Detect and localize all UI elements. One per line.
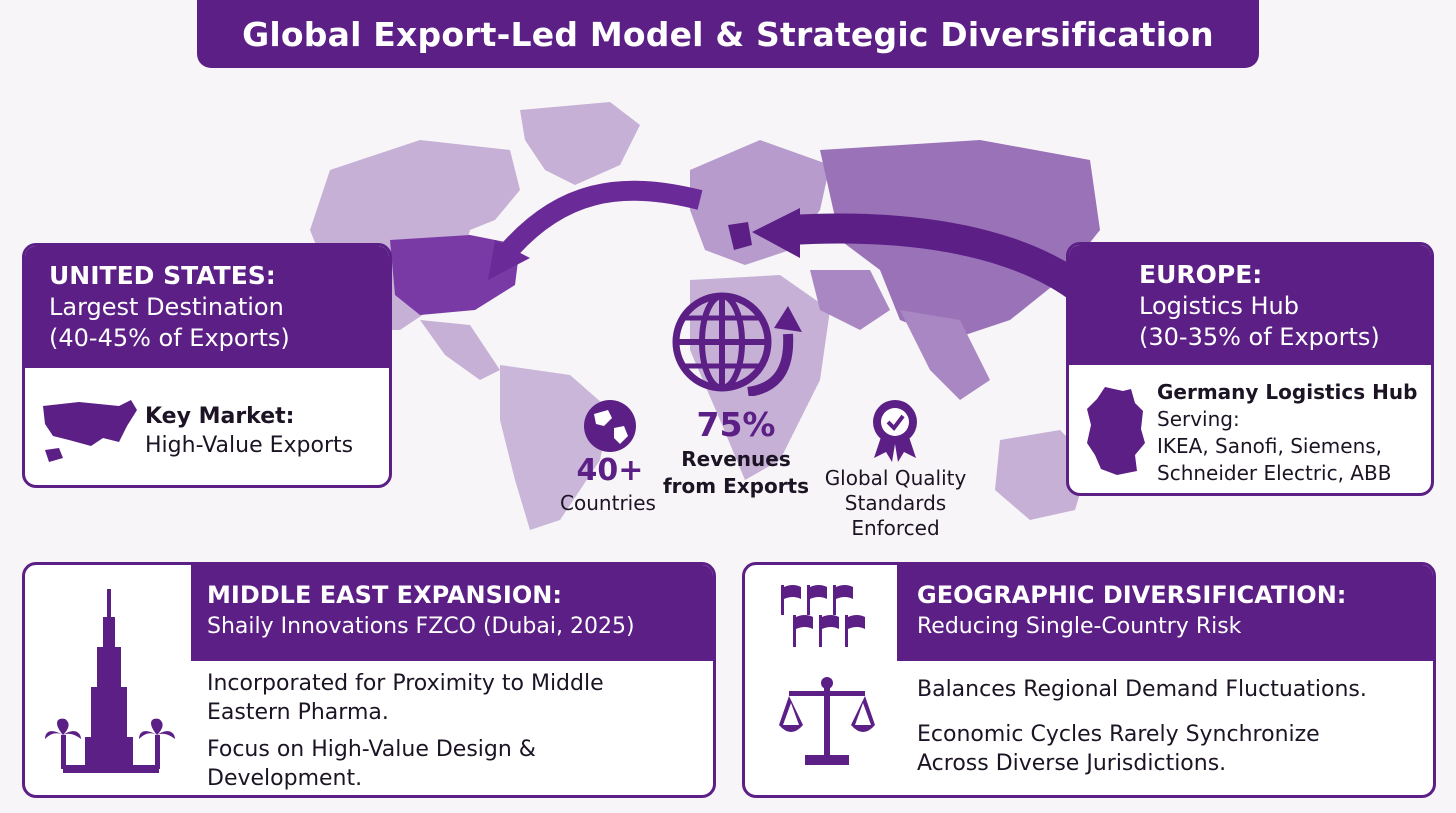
germany-map-icon — [1087, 387, 1145, 475]
countries-label: Countries — [560, 491, 656, 515]
south-asia-shape — [900, 310, 990, 400]
us-subheading: Largest Destination — [49, 293, 284, 321]
central-america-shape — [420, 320, 500, 380]
palm-tree-icon — [139, 718, 175, 769]
us-detail-text: High-Value Exports — [145, 433, 354, 458]
globe-icon — [584, 400, 636, 452]
diversification-subheading: Reducing Single-Country Risk — [917, 614, 1242, 639]
arrow-to-us — [497, 180, 703, 262]
europe-detail-line: Schneider Electric, ABB — [1157, 461, 1392, 485]
us-card: UNITED STATES: Largest Destination (40-4… — [22, 243, 392, 488]
burj-khalifa-icon — [45, 589, 175, 773]
middle-east-point: Focus on High-Value Design & — [207, 737, 536, 762]
europe-shape — [690, 140, 830, 265]
diversification-point: Across Diverse Jurisdictions. — [917, 751, 1227, 776]
europe-subheading: Logistics Hub — [1139, 292, 1299, 320]
diversification-point: Balances Regional Demand Fluctuations. — [917, 677, 1367, 702]
south-america-shape — [500, 365, 610, 530]
us-card-header: UNITED STATES: Largest Destination (40-4… — [25, 246, 389, 368]
middle-east-point: Eastern Pharma. — [207, 700, 389, 725]
europe-detail-line: Serving: — [1157, 407, 1240, 431]
middle-east-heading: MIDDLE EAST EXPANSION: — [207, 581, 562, 609]
diversification-point: Economic Cycles Rarely Synchronize — [917, 722, 1320, 747]
europe-heading: EUROPE: — [1139, 260, 1263, 289]
middle-east-header: MIDDLE EAST EXPANSION: Shaily Innovation… — [191, 565, 713, 661]
middle-east-card: MIDDLE EAST EXPANSION: Shaily Innovation… — [22, 562, 716, 798]
germany-shape — [728, 222, 752, 250]
arrow-to-us-head — [488, 240, 530, 280]
middle-east-point: Development. — [207, 766, 363, 791]
europe-share: (30-35% of Exports) — [1139, 323, 1380, 351]
quality-label: Standards — [844, 491, 947, 515]
europe-detail-line: IKEA, Sanofi, Siemens, — [1157, 434, 1383, 458]
quality-label: Global Quality — [824, 466, 967, 490]
globe-arrow-icon — [672, 292, 802, 396]
diversification-heading: GEOGRAPHIC DIVERSIFICATION: — [917, 581, 1347, 609]
palm-tree-icon — [45, 718, 81, 769]
middle-east-point: Incorporated for Proximity to Middle — [207, 671, 604, 696]
arrow-to-europe-head — [752, 208, 800, 258]
us-share: (40-45% of Exports) — [49, 324, 290, 352]
diversification-header: GEOGRAPHIC DIVERSIFICATION: Reducing Sin… — [897, 565, 1433, 661]
greenland-shape — [520, 102, 640, 185]
revenue-label: from Exports — [662, 474, 810, 498]
europe-detail-title: Germany Logistics Hub — [1157, 380, 1418, 404]
middle-east-subheading: Shaily Innovations FZCO (Dubai, 2025) — [207, 614, 635, 639]
page-title: Global Export-Led Model & Strategic Dive… — [197, 0, 1259, 68]
balance-scale-icon — [779, 677, 875, 765]
diversification-card: GEOGRAPHIC DIVERSIFICATION: Reducing Sin… — [742, 562, 1436, 798]
us-heading: UNITED STATES: — [49, 261, 276, 290]
usa-shape — [390, 235, 520, 315]
us-detail-title: Key Market: — [145, 404, 295, 429]
usa-map-icon — [43, 400, 137, 462]
europe-card: EUROPE: Logistics Hub (30-35% of Exports… — [1066, 242, 1434, 496]
revenue-label: Revenues — [681, 447, 791, 471]
revenue-value: 75% — [696, 405, 776, 444]
quality-badge-icon — [873, 400, 917, 462]
europe-card-header: EUROPE: Logistics Hub (30-35% of Exports… — [1069, 245, 1431, 365]
middle-east-shape — [810, 270, 890, 330]
countries-value: 40+ — [576, 453, 644, 488]
quality-label: Enforced — [851, 516, 940, 540]
flags-icon — [781, 585, 865, 647]
